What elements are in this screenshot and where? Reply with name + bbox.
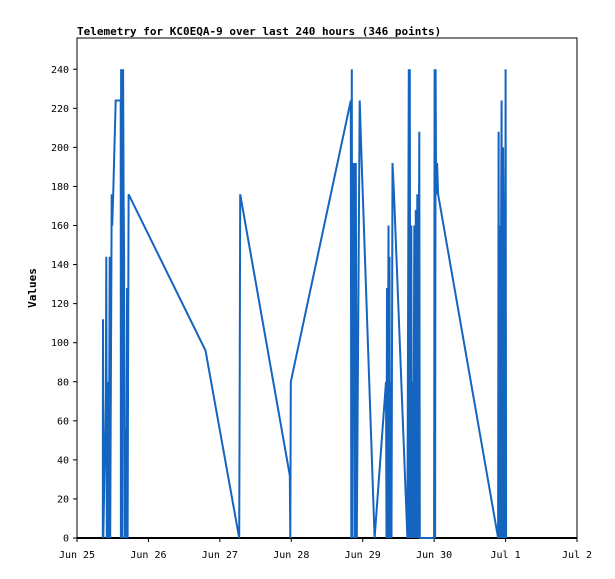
y-tick-label: 160 <box>51 221 69 232</box>
y-axis-label: Values <box>26 268 39 308</box>
x-tick-label: Jun 29 <box>345 550 381 561</box>
y-tick-label: 200 <box>51 143 69 154</box>
y-tick-label: 220 <box>51 104 69 115</box>
y-tick-label: 60 <box>57 416 69 427</box>
x-tick-label: Jun 26 <box>130 550 166 561</box>
chart-title: Telemetry for KC0EQA-9 over last 240 hou… <box>77 25 441 38</box>
y-tick-label: 40 <box>57 455 69 466</box>
y-tick-label: 100 <box>51 338 69 349</box>
x-tick-label: Jun 30 <box>416 550 452 561</box>
y-tick-label: 180 <box>51 182 69 193</box>
y-axis: 0 20 40 60 80 100 120 140 160 180 200 220 240 <box>51 65 77 545</box>
y-tick-label: 0 <box>63 534 69 545</box>
x-tick-label: Jun 27 <box>202 550 238 561</box>
x-tick-label: Jun 25 <box>59 550 95 561</box>
x-tick-label: Jul 1 <box>491 550 521 561</box>
series-line <box>101 69 508 539</box>
y-tick-label: 240 <box>51 65 69 76</box>
x-tick-label: Jul 2 <box>562 550 592 561</box>
y-tick-label: 20 <box>57 494 69 505</box>
y-tick-label: 120 <box>51 299 69 310</box>
x-axis: Jun 25 Jun 26 Jun 27 Jun 28 Jun 29 Jun 30 Jul … <box>59 538 592 561</box>
y-tick-label: 140 <box>51 260 69 271</box>
y-tick-label: 80 <box>57 377 69 388</box>
x-tick-label: Jun 28 <box>273 550 309 561</box>
